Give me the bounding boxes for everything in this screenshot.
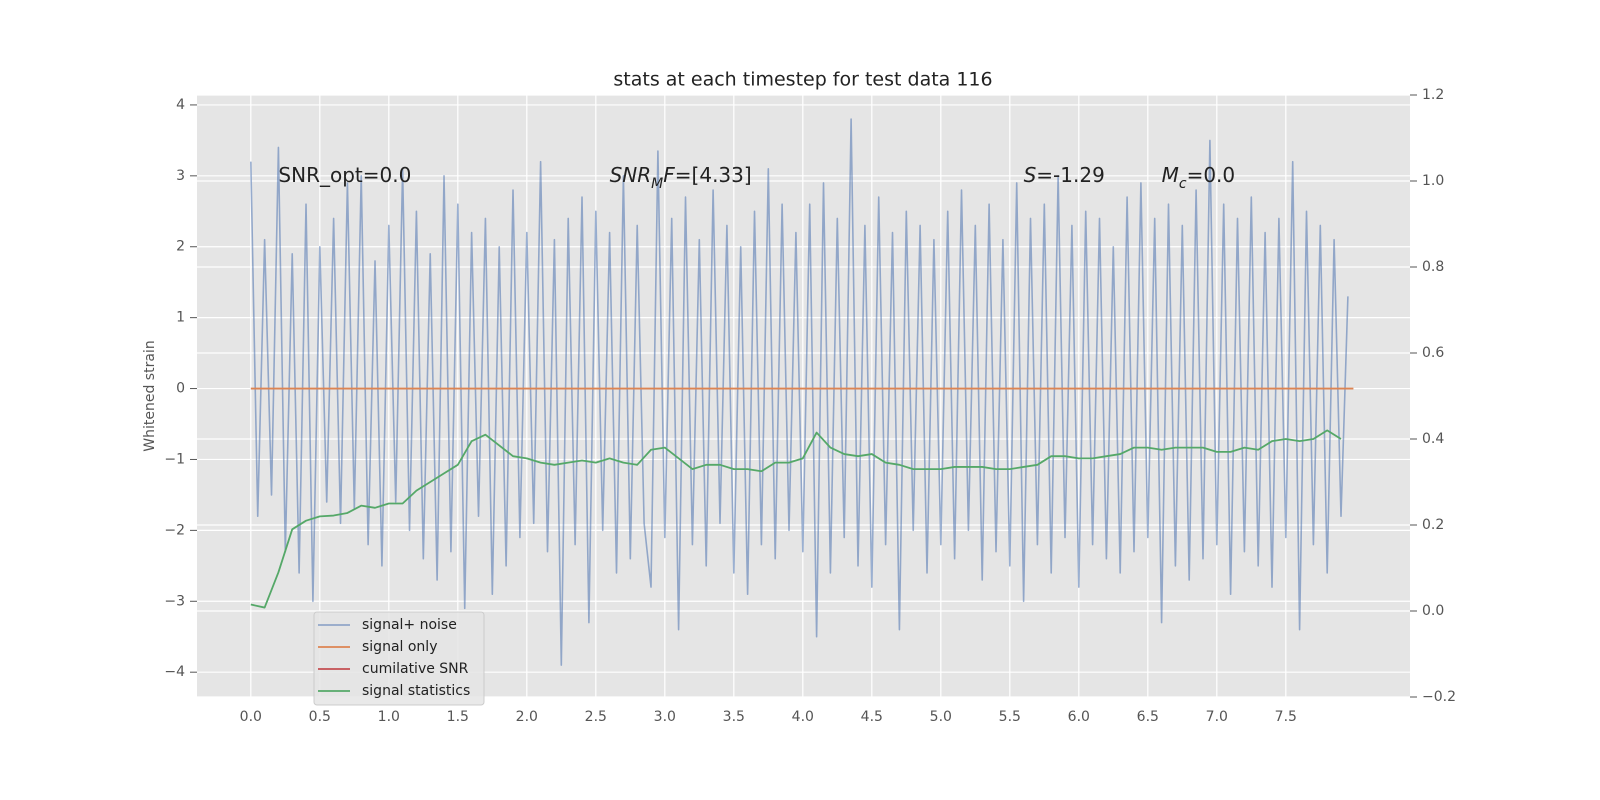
y2-tick-label: 0.8: [1422, 259, 1444, 275]
annotation-part: S: [1024, 162, 1037, 186]
legend-label: signal only: [362, 639, 437, 655]
plot-area: [197, 95, 1410, 697]
annotation-part: SNR: [610, 162, 652, 186]
y2-tick-label: −0.2: [1422, 689, 1456, 705]
x-tick-label: 0.0: [240, 709, 262, 725]
x-tick-label: 5.0: [930, 709, 952, 725]
x-tick-label: 6.0: [1068, 709, 1090, 725]
annotation-part: =0.0: [1187, 162, 1236, 186]
annotation-part: =[4.33]: [675, 162, 752, 186]
y-tick-label: 0: [176, 381, 185, 397]
annotation: S=-1.29: [1024, 162, 1105, 186]
x-tick-label: 3.0: [654, 709, 676, 725]
y-axis-label: Whitened strain: [142, 340, 158, 451]
annotation-part: M: [1162, 162, 1179, 186]
x-tick-label: 1.5: [447, 709, 469, 725]
y-tick-label: 2: [176, 239, 185, 255]
legend-label: cumilative SNR: [362, 661, 469, 677]
x-tick-label: 5.5: [999, 709, 1021, 725]
y2-tick-label: 0.4: [1422, 431, 1444, 447]
y-tick-label: −1: [164, 451, 185, 467]
series-line: [250, 118, 1349, 666]
x-tick-label: 2.5: [585, 709, 607, 725]
x-tick-label: 4.0: [792, 709, 814, 725]
legend-label: signal statistics: [362, 683, 470, 699]
x-tick-label: 4.5: [861, 709, 883, 725]
x-tick-label: 6.5: [1137, 709, 1159, 725]
y2-tick-label: 0.6: [1422, 345, 1444, 361]
y-tick-label: −2: [164, 522, 185, 538]
legend-label: signal+ noise: [362, 617, 457, 633]
annotation-part: M: [651, 176, 663, 192]
x-tick-label: 1.0: [378, 709, 400, 725]
y-tick-label: −3: [164, 593, 185, 609]
x-tick-label: 3.5: [723, 709, 745, 725]
x-tick-label: 7.5: [1275, 709, 1297, 725]
y2-tick-label: 0.0: [1422, 603, 1444, 619]
x-tick-label: 2.0: [516, 709, 538, 725]
y-tick-label: −4: [164, 664, 185, 680]
legend-box: [313, 611, 485, 706]
annotation-part: c: [1179, 176, 1187, 192]
y-tick-label: 4: [176, 97, 185, 113]
y2-tick-label: 1.2: [1422, 87, 1444, 103]
annotation: SNR_opt=0.0: [278, 162, 411, 186]
y-tick-label: 1: [176, 310, 185, 326]
chart-title: stats at each timestep for test data 116: [613, 69, 992, 91]
annotation: Mc=0.0: [1162, 162, 1236, 192]
y2-tick-label: 1.0: [1422, 173, 1444, 189]
annotation-part: SNR_opt=0.0: [278, 162, 411, 186]
y2-tick-label: 0.2: [1422, 517, 1444, 533]
y-tick-label: 3: [176, 168, 185, 184]
annotation-part: =-1.29: [1036, 162, 1105, 186]
annotation-part: F: [663, 162, 675, 186]
series-line: [250, 429, 1342, 609]
x-tick-label: 7.0: [1206, 709, 1228, 725]
legend: signal+ noise signal only cumilative SNR si…: [313, 611, 485, 706]
annotation: SNRMF=[4.33]: [610, 162, 752, 192]
x-tick-label: 0.5: [309, 709, 331, 725]
